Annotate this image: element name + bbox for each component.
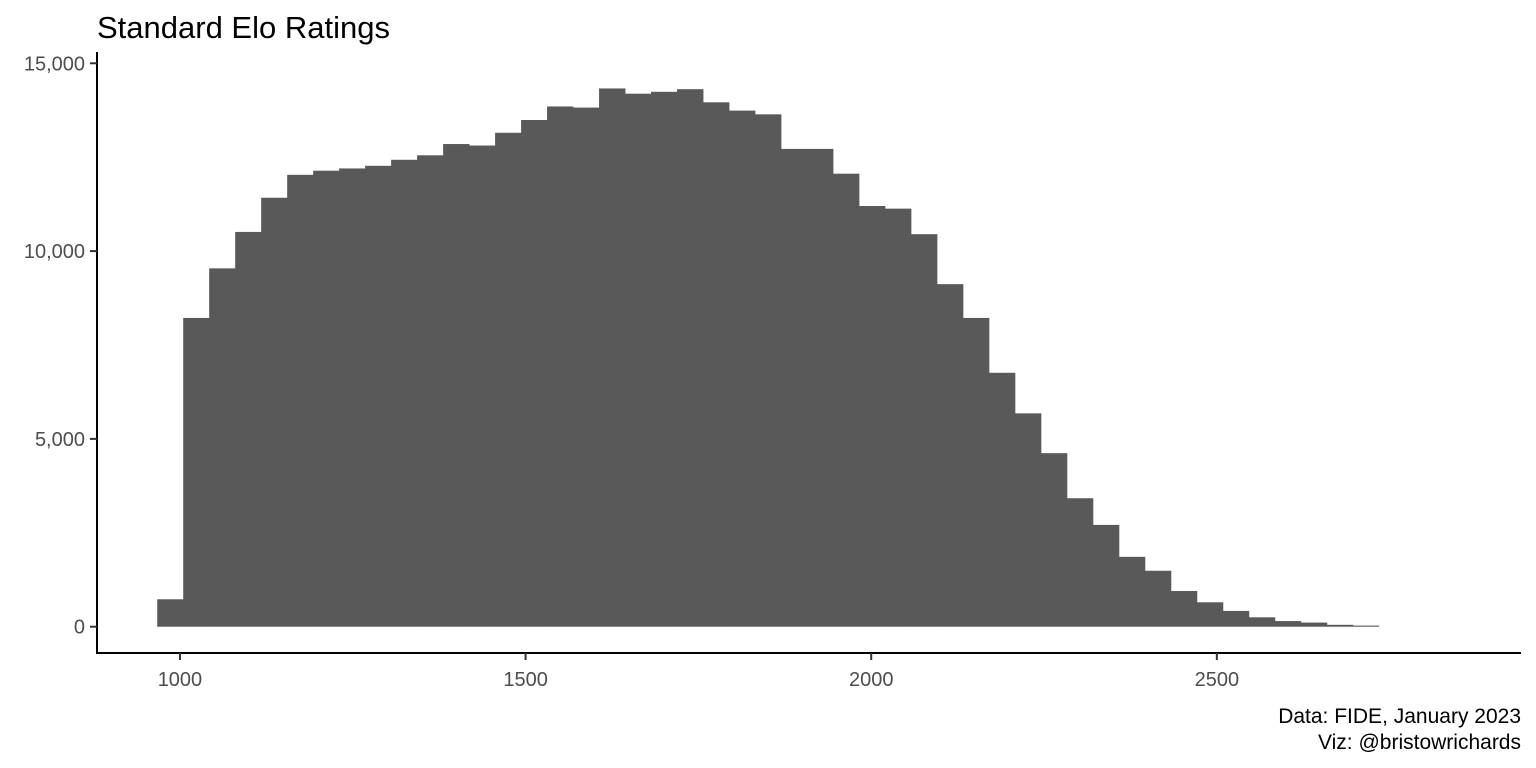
x-tick-label: 2000 [849, 669, 894, 691]
caption-viz-credit: Viz: @bristowrichards [1318, 731, 1521, 754]
y-tick-label: 0 [74, 617, 85, 639]
histogram-bar [443, 144, 470, 627]
histogram-bar [183, 317, 210, 627]
histogram-bar [287, 174, 314, 627]
histogram-bar [988, 372, 1016, 627]
histogram-bar [1014, 413, 1042, 627]
histogram-bar [910, 234, 938, 627]
histogram-bar [417, 155, 444, 627]
histogram-bar [573, 107, 600, 627]
histogram-bar [729, 110, 756, 627]
histogram-bar [625, 93, 652, 627]
histogram-bars [157, 88, 1380, 627]
histogram-bar [495, 132, 522, 627]
histogram-bar [651, 91, 678, 627]
histogram-bar [313, 170, 340, 627]
histogram-bar [936, 284, 964, 627]
histogram-bar [391, 159, 418, 627]
histogram-bar [1274, 621, 1302, 627]
histogram-bar [1326, 624, 1354, 627]
histogram-bar [677, 89, 704, 627]
histogram-bar [1300, 622, 1328, 627]
histogram-bar [1040, 453, 1068, 627]
histogram-bar [807, 148, 834, 627]
histogram-bar [1352, 625, 1380, 627]
y-tick-label: 10,000 [24, 241, 85, 263]
histogram-bar [1170, 591, 1198, 627]
axes [96, 52, 1521, 654]
histogram-bar [858, 206, 886, 627]
histogram-bar [755, 114, 782, 627]
histogram-bar [1222, 610, 1250, 627]
x-axis-ticks: 1000 1500 2000 2500 [158, 653, 1239, 691]
x-tick-label: 2500 [1195, 669, 1240, 691]
histogram-bar [521, 119, 548, 627]
chart-title: Standard Elo Ratings [97, 10, 390, 45]
histogram-bar [547, 106, 574, 627]
histogram-bar [1248, 617, 1276, 627]
histogram-bar [157, 599, 184, 627]
histogram-bar [781, 148, 808, 627]
histogram-bar [1144, 570, 1172, 627]
histogram-bar [339, 168, 366, 627]
histogram-bar [1092, 524, 1120, 627]
histogram-bar [1118, 556, 1146, 627]
histogram-bar [209, 268, 236, 627]
histogram-bar [365, 165, 392, 627]
histogram-bar [703, 102, 730, 627]
histogram-bar [1066, 498, 1094, 627]
histogram-bar [1196, 602, 1224, 627]
y-tick-label: 5,000 [35, 429, 85, 451]
histogram-bar [962, 317, 990, 627]
histogram-bar [261, 197, 288, 627]
x-tick-label: 1500 [503, 669, 548, 691]
caption-data-source: Data: FIDE, January 2023 [1278, 705, 1521, 728]
histogram-bar [469, 145, 496, 627]
y-tick-label: 15,000 [24, 53, 85, 75]
histogram-bar [235, 231, 262, 627]
x-tick-label: 1000 [158, 669, 203, 691]
histogram-bar [884, 208, 912, 627]
histogram-bar [599, 88, 626, 627]
y-axis-ticks: 0 5,000 10,000 15,000 [24, 53, 97, 639]
histogram-bar [832, 173, 860, 627]
